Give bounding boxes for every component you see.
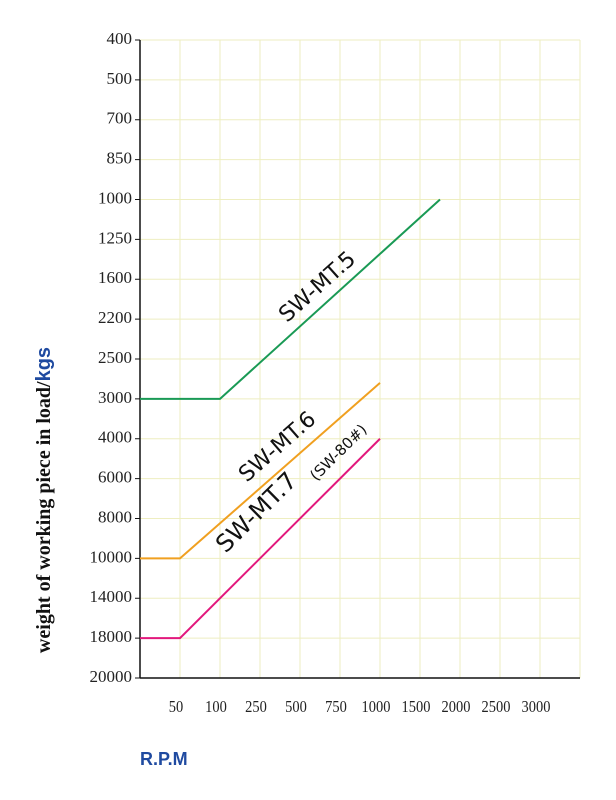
y-tick-label: 2500: [98, 348, 132, 367]
series-label: SW-MT.5: [274, 247, 360, 328]
y-label-text: weight of working piece in load/: [33, 381, 55, 653]
y-tick-label: 400: [107, 29, 133, 48]
y-tick-label: 1000: [98, 188, 132, 207]
series-line: [140, 198, 441, 400]
x-axis-label: R.P.M: [140, 749, 188, 769]
x-tick-label: 1000: [362, 698, 391, 716]
y-tick-label: 10000: [90, 547, 133, 566]
x-tick-label: 750: [325, 698, 347, 716]
y-label-unit: kgs: [33, 347, 55, 381]
y-tick-label: 700: [107, 109, 133, 128]
y-tick-label: 4000: [98, 428, 132, 447]
x-tick-label: 50: [169, 698, 184, 716]
y-tick-label: 500: [107, 69, 133, 88]
x-tick-label: 1500: [402, 698, 431, 716]
x-tick-label: 100: [205, 698, 227, 716]
y-tick-label: 6000: [98, 468, 132, 487]
series-line: [140, 382, 381, 560]
y-tick-label: 3000: [98, 388, 132, 407]
x-tick-label: 3000: [522, 698, 551, 716]
x-tick-label: 250: [245, 698, 267, 716]
y-tick-label: 1250: [98, 228, 132, 247]
x-tick-label: 2000: [442, 698, 471, 716]
y-axis-label: weight of working piece in load/kgs: [33, 347, 55, 653]
x-tick-label: 500: [285, 698, 307, 716]
y-tick-label: 18000: [90, 627, 133, 646]
series-line: [140, 438, 381, 640]
y-tick-label: 20000: [90, 667, 133, 686]
y-tick-label: 850: [107, 149, 133, 168]
y-tick-label: 1600: [98, 268, 132, 287]
y-tick-label: 2200: [98, 308, 132, 327]
x-tick-label: 2500: [482, 698, 511, 716]
y-tick-label: 8000: [98, 507, 132, 526]
y-tick-label: 14000: [90, 587, 133, 606]
